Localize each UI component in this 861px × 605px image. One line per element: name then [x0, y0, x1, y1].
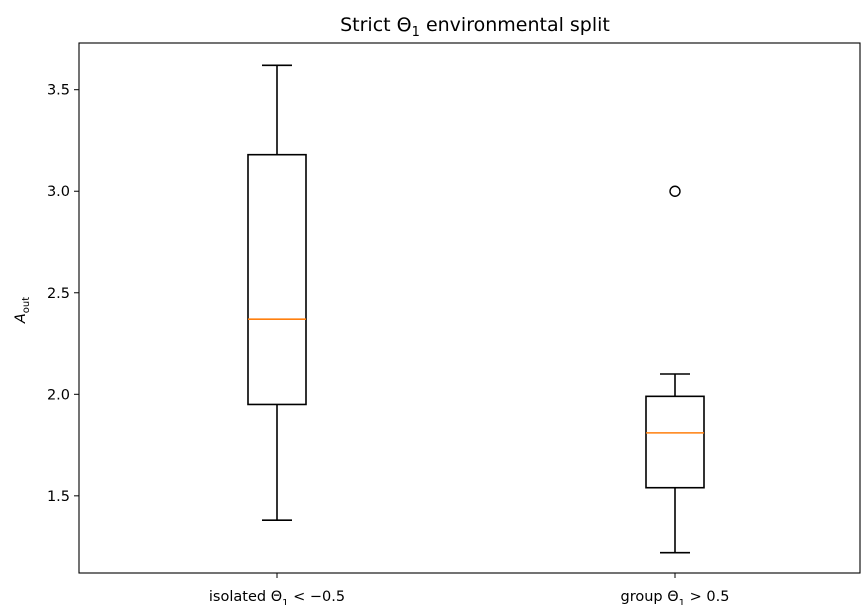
outlier-point: [669, 185, 681, 197]
x-label-theta-symbol: Θ: [271, 589, 282, 605]
y-label-symbol: A: [13, 313, 29, 324]
iqr-box: [247, 153, 307, 406]
y-axis: 1.5 2.0 2.5 3.0 3.5: [47, 83, 79, 505]
x-label-theta-symbol: Θ: [667, 589, 678, 605]
iqr-box: [645, 395, 705, 489]
box-group: [247, 64, 307, 522]
title-theta-symbol: Θ: [397, 14, 412, 36]
y-axis-label: Aout: [13, 297, 32, 324]
x-tick-label: isolated Θ1 < −0.5: [209, 589, 345, 605]
box-group: [645, 185, 705, 554]
axes-frame: [78, 42, 861, 574]
y-tick-label: 2.0: [47, 387, 70, 403]
y-tick-label: 3.0: [47, 184, 70, 200]
chart-title: Strict Θ1 environmental split: [340, 14, 610, 40]
y-tick-label: 2.5: [47, 286, 70, 302]
plot-area: [78, 42, 861, 574]
y-label-subscript: out: [21, 297, 32, 313]
x-axis: isolated Θ1 < −0.5 group Θ1 > 0.5: [209, 573, 730, 605]
x-label-theta-subscript: 1: [679, 598, 685, 605]
x-label-theta-subscript: 1: [282, 598, 288, 605]
title-theta-subscript: 1: [412, 25, 420, 40]
y-tick-label: 3.5: [47, 83, 70, 99]
x-tick-label: group Θ1 > 0.5: [621, 589, 730, 605]
y-tick-label: 1.5: [47, 489, 70, 505]
